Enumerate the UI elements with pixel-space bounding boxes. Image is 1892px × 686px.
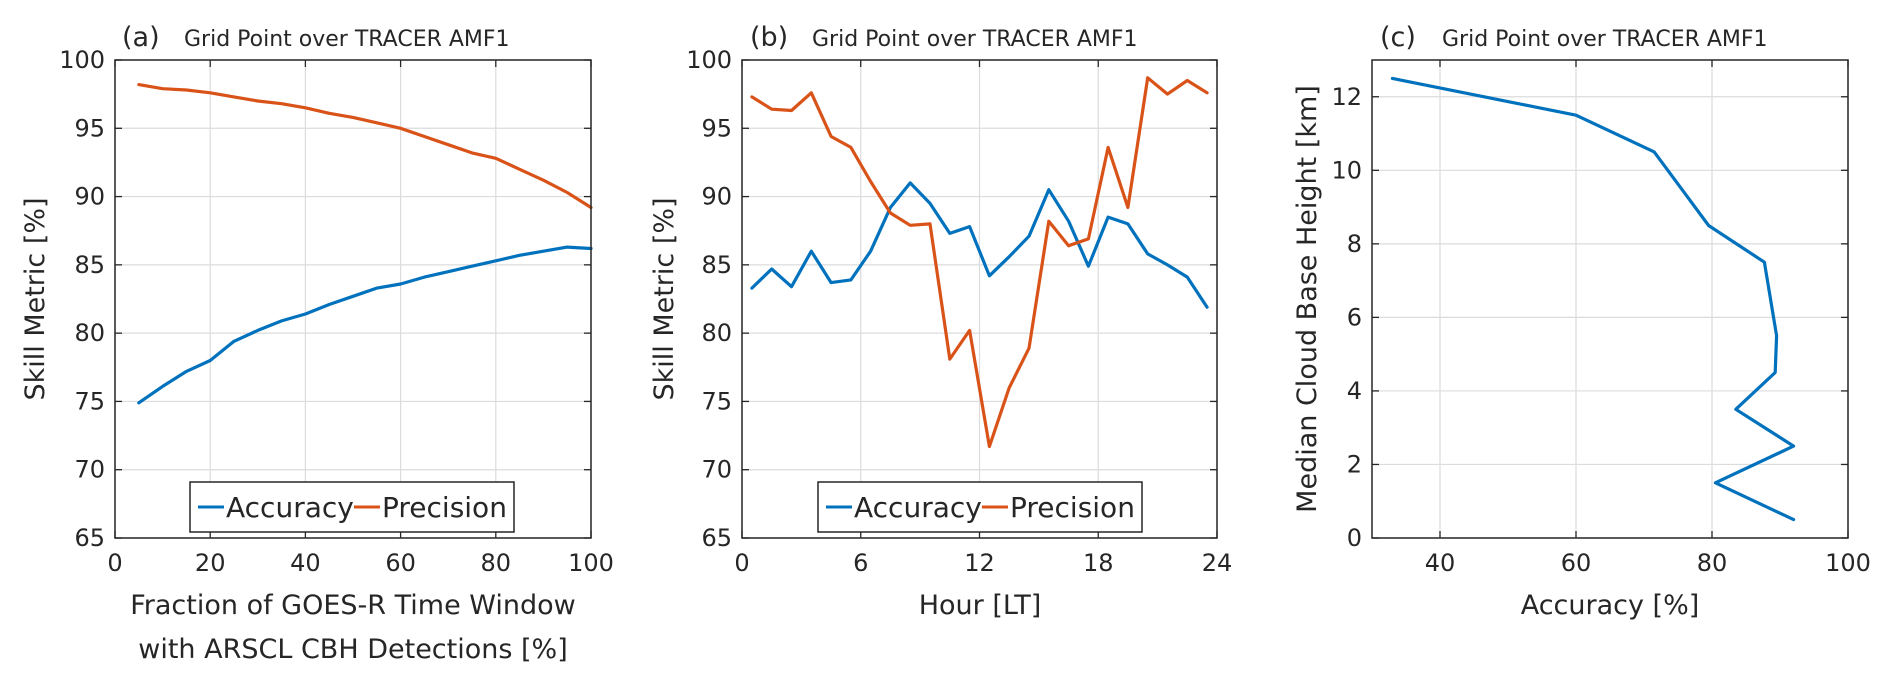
series-line-accuracy-b — [750, 181, 1209, 309]
y-axis-label-a: Skill Metric [%] — [20, 197, 51, 400]
legend-box-a — [189, 481, 515, 533]
y-axis-label-c: Median Cloud Base Height [km] — [1292, 85, 1323, 513]
legend-precision-label-b: Precision — [1010, 491, 1135, 524]
plot-lines-b — [750, 76, 1209, 449]
x-axis-label-c: Accuracy [%] — [1521, 590, 1700, 621]
y-tick-label: 10 — [1331, 156, 1362, 184]
x-tick-labels-b: 0 6 12 18 24 — [734, 549, 1232, 577]
x-tick-labels-c: 40 60 80 100 — [1425, 549, 1871, 577]
legend-a: Accuracy Precision — [189, 481, 515, 533]
y-tick-label: 65 — [74, 524, 105, 552]
plot-lines-a — [137, 82, 593, 405]
y-tick-label: 85 — [701, 251, 732, 279]
x-tick-label: 20 — [195, 549, 226, 577]
y-tick-label: 8 — [1347, 230, 1362, 258]
legend-accuracy-label-a: Accuracy — [226, 491, 354, 524]
x-tick-label: 0 — [107, 549, 122, 577]
x-tick-label: 18 — [1083, 549, 1114, 577]
y-tick-label: 0 — [1347, 524, 1362, 552]
legend-b: Accuracy Precision — [817, 481, 1143, 533]
x-tick-label: 24 — [1202, 549, 1233, 577]
x-axis-label-a-line2: with ARSCL CBH Detections [%] — [138, 634, 568, 665]
y-axis-label-b: Skill Metric [%] — [649, 197, 680, 400]
series-line-accuracy-a — [137, 245, 593, 405]
y-tick-label: 100 — [59, 46, 105, 74]
panel-c: (c) Grid Point over TRACER AMF1 40 60 80 10… — [1292, 22, 1871, 621]
y-tick-label: 85 — [74, 251, 105, 279]
panel-label-a: (a) — [122, 22, 160, 53]
x-tick-label: 12 — [964, 549, 995, 577]
x-axis-label-b: Hour [LT] — [919, 590, 1042, 621]
y-tick-label: 75 — [701, 387, 732, 415]
panel-a: (a) Grid Point over TRACER AMF1 0 20 40 60 8… — [20, 22, 614, 665]
series-line-accuracy-c — [1390, 76, 1796, 522]
axes-box-b — [741, 59, 1218, 539]
x-tick-label: 60 — [1561, 549, 1592, 577]
y-tick-label: 75 — [74, 387, 105, 415]
y-tick-label: 80 — [701, 319, 732, 347]
panel-title-a: Grid Point over TRACER AMF1 — [184, 27, 510, 52]
legend-accuracy-label-b: Accuracy — [854, 491, 982, 524]
x-tick-label: 100 — [1825, 549, 1871, 577]
panel-b: (b) Grid Point over TRACER AMF1 0 6 12 18 24… — [649, 22, 1232, 621]
panel-title-b: Grid Point over TRACER AMF1 — [812, 27, 1138, 52]
y-tick-label: 6 — [1347, 303, 1362, 331]
y-tick-label: 4 — [1347, 377, 1362, 405]
x-tick-label: 60 — [385, 549, 416, 577]
y-tick-label: 70 — [74, 456, 105, 484]
x-tick-label: 80 — [1697, 549, 1728, 577]
x-tick-label: 40 — [290, 549, 321, 577]
y-tick-label: 100 — [686, 46, 732, 74]
y-tick-label: 90 — [701, 183, 732, 211]
y-tick-label: 95 — [74, 114, 105, 142]
axes-box-a — [114, 59, 592, 539]
series-line-precision-b — [750, 76, 1209, 449]
x-tick-label: 100 — [568, 549, 614, 577]
y-tick-labels-b: 65 70 75 80 85 90 95 100 — [686, 46, 732, 552]
y-tick-label: 65 — [701, 524, 732, 552]
grid-c — [1372, 60, 1849, 539]
y-tick-label: 90 — [74, 183, 105, 211]
panel-label-c: (c) — [1380, 22, 1416, 53]
y-tick-label: 95 — [701, 114, 732, 142]
x-axis-label-a-line1: Fraction of GOES-R Time Window — [130, 590, 576, 621]
y-tick-label: 12 — [1331, 83, 1362, 111]
x-tick-label: 6 — [853, 549, 868, 577]
y-tick-label: 70 — [701, 456, 732, 484]
y-tick-label: 80 — [74, 319, 105, 347]
panel-title-c: Grid Point over TRACER AMF1 — [1442, 27, 1768, 52]
plot-lines-c — [1390, 76, 1796, 522]
panel-label-b: (b) — [750, 22, 788, 53]
y-tick-label: 2 — [1347, 450, 1362, 478]
axes-box-c — [1371, 59, 1849, 539]
legend-box-b — [817, 481, 1143, 533]
x-tick-label: 0 — [734, 549, 749, 577]
y-tick-labels-c: 0 2 4 6 8 10 12 — [1331, 83, 1362, 552]
y-tick-labels-a: 65 70 75 80 85 90 95 100 — [59, 46, 105, 552]
legend-precision-label-a: Precision — [382, 491, 507, 524]
x-tick-labels-a: 0 20 40 60 80 100 — [107, 549, 614, 577]
x-tick-label: 40 — [1425, 549, 1456, 577]
series-line-precision-a — [137, 82, 593, 210]
x-tick-label: 80 — [481, 549, 512, 577]
